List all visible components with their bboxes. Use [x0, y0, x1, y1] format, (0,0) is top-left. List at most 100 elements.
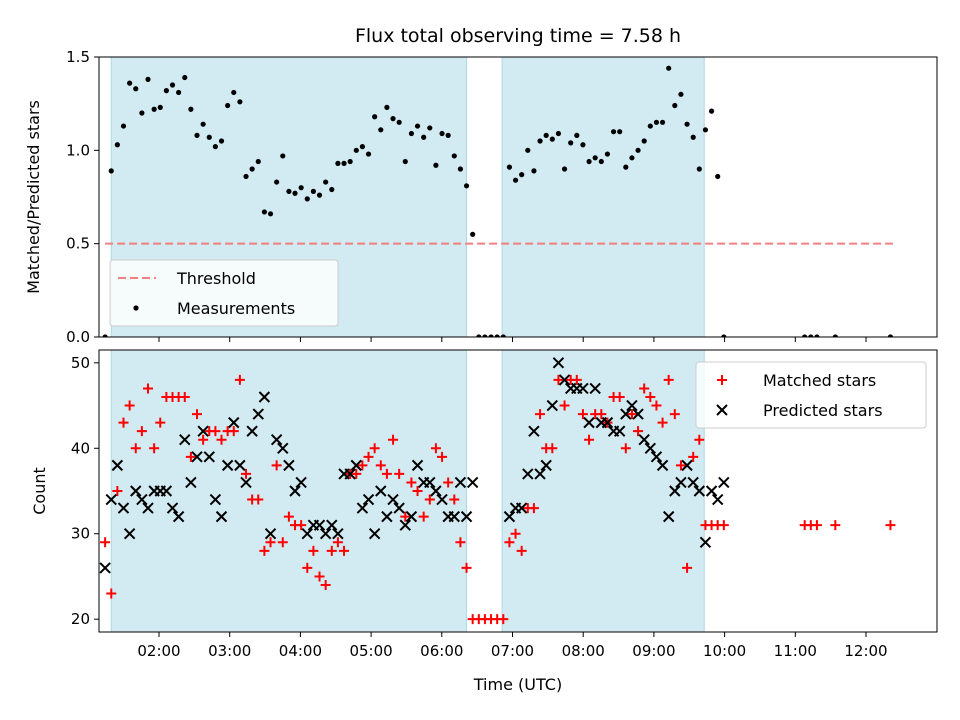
predicted-star-point [160, 485, 173, 497]
matched-star-point [455, 537, 466, 548]
matched-star-point [675, 460, 686, 471]
predicted-star-point [332, 528, 344, 540]
measurement-point [684, 121, 690, 127]
measurement-point [457, 166, 464, 172]
measurement-point [341, 160, 347, 166]
matched-star-point [830, 520, 841, 531]
predicted-star-point [577, 382, 589, 395]
y-tick-label: 40 [71, 439, 90, 457]
matched-star-point [694, 434, 705, 445]
measurement-point [151, 106, 157, 112]
matched-star-point [535, 409, 546, 420]
predicted-star-point [546, 399, 559, 412]
predicted-star-point [693, 485, 706, 497]
measurement-point [157, 104, 163, 110]
y-axis-label-bottom: Count [30, 467, 49, 515]
measurement-point [298, 185, 304, 191]
measurement-point [555, 130, 562, 137]
measurement-point [531, 168, 537, 174]
predicted-star-point [179, 434, 191, 446]
measurement-point [617, 129, 623, 135]
observing-window [501, 350, 705, 632]
matched-star-point [210, 426, 221, 437]
legend-bottom: Matched stars Predicted stars [695, 361, 927, 429]
predicted-star-point [626, 399, 638, 412]
x-tick-label: 04:00 [279, 642, 322, 660]
x-tick-label: 10:00 [703, 642, 746, 660]
matched-star-point [314, 571, 325, 582]
x-tick-label: 09:00 [632, 642, 675, 660]
measurement-point [304, 196, 310, 202]
measurement-point [267, 211, 274, 217]
measurement-point [568, 140, 574, 146]
measurement-point [102, 334, 108, 337]
matched-star-point [596, 409, 607, 420]
measurement-point [580, 142, 586, 148]
measurement-point [678, 91, 684, 97]
y-tick-label: 1.0 [66, 141, 90, 159]
matched-star-point [118, 417, 129, 428]
matched-star-point [461, 562, 472, 573]
measurement-point [194, 132, 200, 138]
measurement-point [647, 123, 653, 129]
predicted-star-point [515, 502, 528, 514]
measurement-point [488, 334, 494, 337]
axes-frame [98, 56, 938, 338]
matched-star-point [430, 443, 441, 454]
matched-star-point [216, 434, 227, 445]
measurement-point [243, 173, 249, 180]
predicted-star-point [203, 451, 215, 463]
measurement-point [323, 179, 329, 185]
predicted-star-point [687, 476, 699, 489]
measurement-point [286, 188, 292, 194]
predicted-star-point [613, 425, 626, 437]
measurement-point [653, 119, 660, 125]
matched-star-point [192, 409, 203, 420]
predicted-star-point [123, 528, 136, 540]
matched-star-point [443, 477, 454, 488]
matched-star-point [547, 443, 558, 454]
matched-star-point [228, 426, 239, 437]
predicted-star-point [424, 476, 436, 489]
matched-star-point [528, 503, 539, 514]
measurement-point [439, 130, 445, 137]
matched-star-point [112, 486, 123, 496]
predicted-star-point [295, 476, 307, 489]
measurement-point [182, 74, 188, 81]
measurement-point [163, 88, 169, 94]
observing-window [501, 57, 705, 337]
x-tick-label: 03:00 [208, 642, 251, 660]
matched-star-point [136, 426, 147, 437]
measurement-point [261, 209, 267, 215]
measurement-point [623, 164, 629, 170]
measurement-point [421, 134, 427, 140]
matched-star-point [510, 528, 521, 539]
predicted-star-point [393, 502, 405, 514]
matched-star-point [559, 400, 570, 411]
predicted-star-point [601, 416, 614, 429]
predicted-star-point [528, 425, 540, 437]
predicted-star-point [411, 459, 424, 472]
predicted-star-point [289, 485, 301, 497]
matched-star-point [179, 392, 190, 402]
legend-label: Measurements [177, 299, 295, 318]
predicted-star-point [448, 510, 460, 523]
measurement-point [494, 334, 500, 337]
measurement-point [592, 155, 598, 161]
star-count-panel: 02:00 03:00 04:00 05:00 06:00 07:00 08:00 09:00… [71, 349, 938, 660]
measurement-point [808, 334, 814, 337]
measurement-point [604, 151, 611, 157]
measurement-point [255, 158, 261, 165]
matched-star-point [669, 409, 680, 420]
plot-area [99, 350, 896, 632]
predicted-star-point [197, 425, 209, 437]
matched-star-point [296, 520, 307, 531]
measurement-point [108, 168, 114, 174]
measurement-point [598, 158, 604, 165]
predicted-star-point [111, 459, 124, 472]
measurement-point [476, 334, 482, 337]
matched-star-point [143, 383, 154, 394]
predicted-star-point [172, 510, 185, 523]
measurement-point [120, 123, 127, 129]
